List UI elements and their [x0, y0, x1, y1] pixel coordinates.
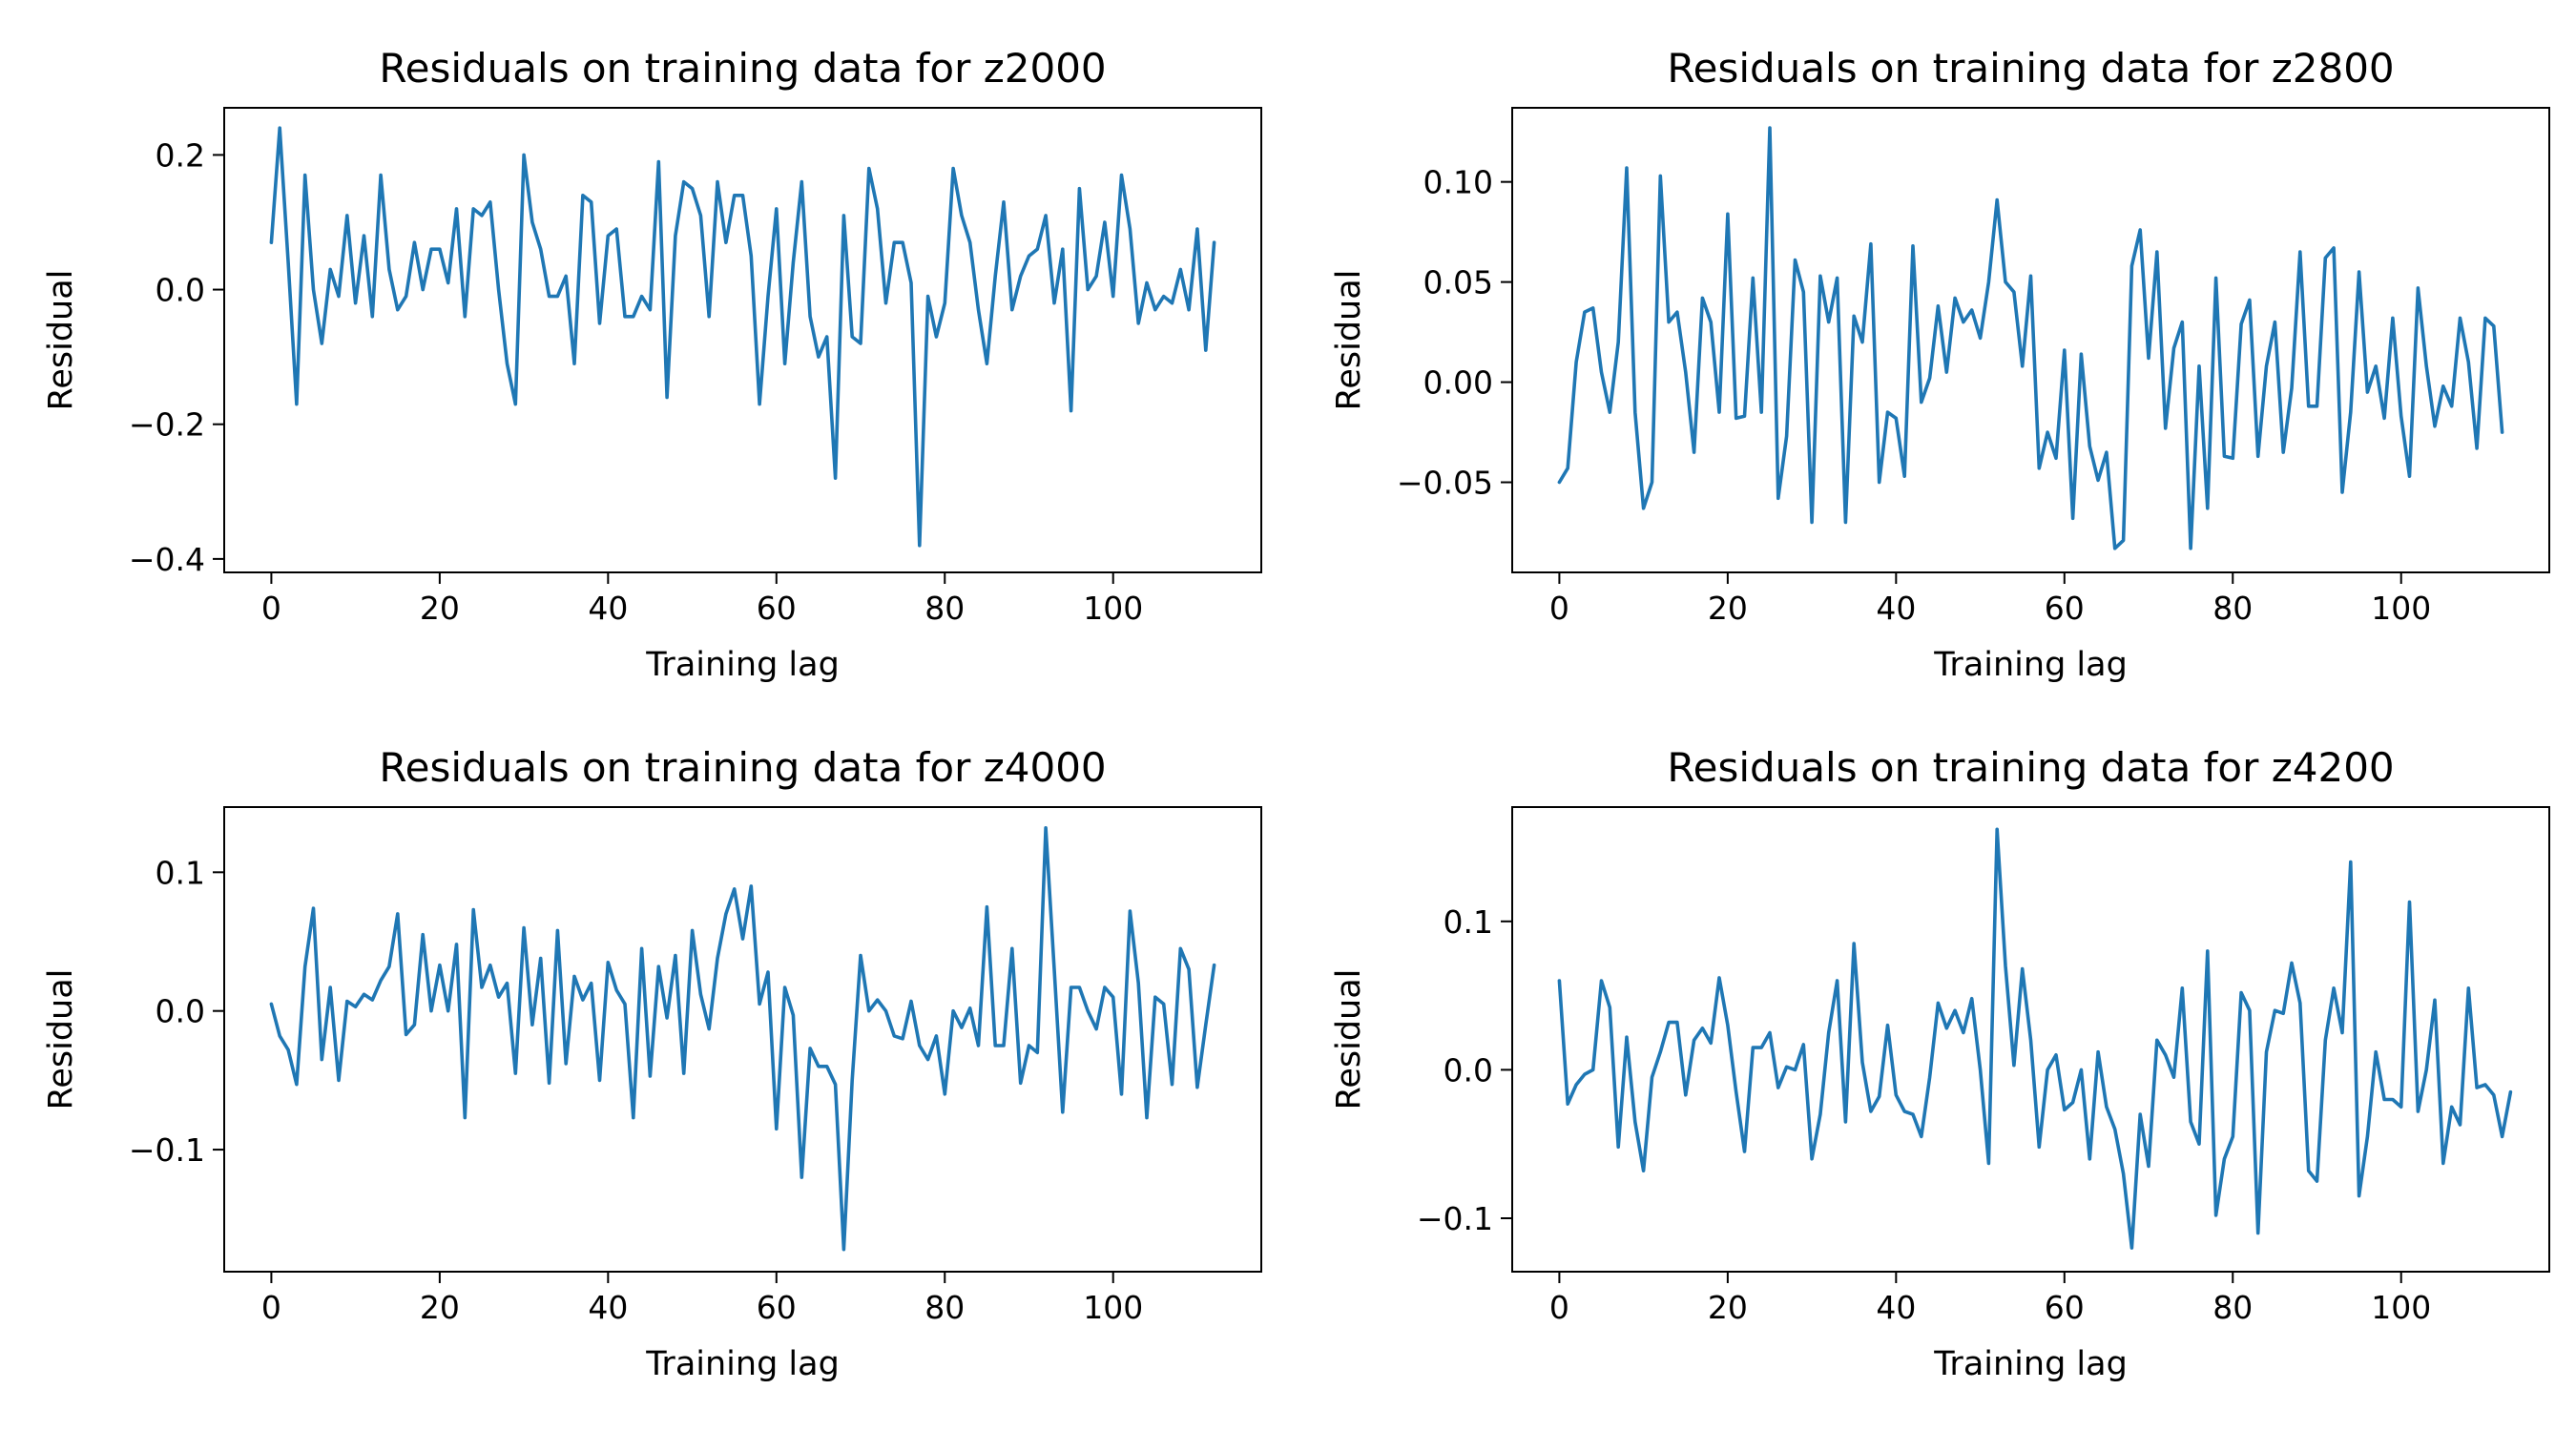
- x-axis-label: Training lag: [645, 646, 840, 684]
- x-tick-label: 100: [2371, 590, 2431, 627]
- x-tick-label: 100: [1083, 590, 1143, 627]
- y-tick-label: 0.1: [1444, 903, 1493, 941]
- x-tick-label: 80: [2212, 590, 2253, 627]
- x-tick-label: 0: [261, 1289, 281, 1326]
- y-tick-label: −0.4: [129, 541, 205, 578]
- y-axis-label: Residual: [42, 969, 80, 1110]
- x-tick-label: 0: [1549, 590, 1569, 627]
- y-tick-label: 0.05: [1423, 264, 1493, 301]
- x-tick-label: 60: [757, 1289, 797, 1326]
- x-tick-label: 60: [2045, 590, 2085, 627]
- y-tick-label: 0.2: [156, 136, 205, 174]
- x-tick-label: 20: [420, 1289, 460, 1326]
- y-tick-label: 0.00: [1423, 364, 1493, 402]
- y-axis-label: Residual: [1330, 969, 1368, 1110]
- y-axis-label: Residual: [1330, 270, 1368, 411]
- series-line: [269, 825, 1216, 1252]
- plot-frame: [223, 107, 1262, 573]
- subplot-1: Residuals on training data for z2000 0 20 4…: [42, 45, 1262, 684]
- x-tick-label: 60: [757, 590, 797, 627]
- y-tick-label: 0.0: [156, 993, 205, 1030]
- series-line: [1557, 827, 2513, 1250]
- x-tick-label: 40: [588, 590, 628, 627]
- y-tick-label: 0.1: [156, 854, 205, 891]
- plot-frame: [1511, 107, 2550, 573]
- y-axis-label: Residual: [42, 270, 80, 411]
- y-tick-label: 0.0: [156, 272, 205, 309]
- x-tick-label: 20: [420, 590, 460, 627]
- x-tick-label: 60: [2045, 1289, 2085, 1326]
- series-line: [269, 126, 1216, 548]
- x-tick-label: 20: [1708, 1289, 1748, 1326]
- series-line: [1557, 126, 2504, 550]
- subplot-3: Residuals on training data for z4000 0 20 4…: [42, 744, 1262, 1383]
- y-tick-label: −0.05: [1397, 465, 1493, 502]
- x-axis-label: Training lag: [1933, 1345, 2128, 1383]
- y-tick-label: 0.10: [1423, 164, 1493, 201]
- subplot-2: Residuals on training data for z2800 0 20 4…: [1330, 45, 2550, 684]
- x-tick-label: 40: [588, 1289, 628, 1326]
- x-axis-label: Training lag: [645, 1345, 840, 1383]
- x-tick-label: 100: [2371, 1289, 2431, 1326]
- x-tick-label: 40: [1876, 590, 1916, 627]
- x-tick-label: 80: [2212, 1289, 2253, 1326]
- subplot-title: Residuals on training data for z2000: [379, 45, 1106, 92]
- y-tick-label: 0.0: [1444, 1051, 1493, 1089]
- subplot-title: Residuals on training data for z4000: [379, 744, 1106, 791]
- subplot-4: Residuals on training data for z4200 0 20 4…: [1330, 744, 2550, 1383]
- y-tick-label: −0.1: [129, 1131, 205, 1169]
- x-axis-label: Training lag: [1933, 646, 2128, 684]
- x-tick-label: 20: [1708, 590, 1748, 627]
- subplot-title: Residuals on training data for z2800: [1667, 45, 2394, 92]
- x-tick-label: 80: [924, 590, 965, 627]
- x-tick-label: 0: [261, 590, 281, 627]
- x-tick-label: 80: [924, 1289, 965, 1326]
- subplot-title: Residuals on training data for z4200: [1667, 744, 2394, 791]
- x-tick-label: 40: [1876, 1289, 1916, 1326]
- plot-frame: [223, 806, 1262, 1273]
- y-tick-label: −0.2: [129, 406, 205, 444]
- plot-frame: [1511, 806, 2550, 1273]
- x-tick-label: 100: [1083, 1289, 1143, 1326]
- y-tick-label: −0.1: [1417, 1200, 1493, 1237]
- x-tick-label: 0: [1549, 1289, 1569, 1326]
